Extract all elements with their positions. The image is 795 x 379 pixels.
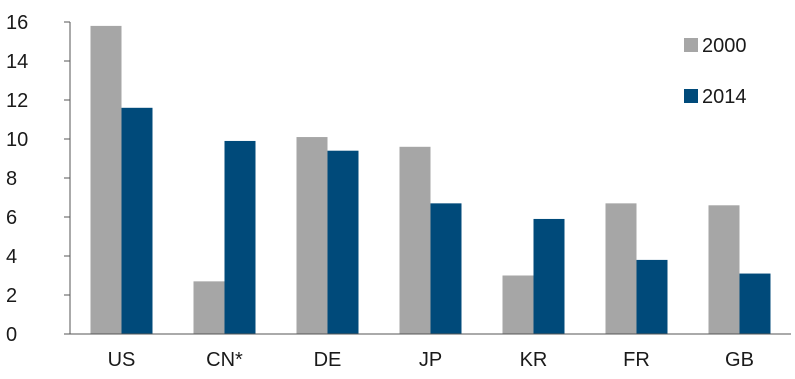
bar-2000-fr — [605, 203, 637, 334]
y-tick-label: 10 — [6, 129, 28, 151]
bar-2014-cn — [224, 140, 256, 334]
bar-2014-gb — [739, 273, 771, 334]
y-tick-label: 8 — [6, 168, 17, 190]
x-axis-labels: US CN* DE JP KR FR GB — [108, 349, 754, 371]
x-tick-label: JP — [419, 349, 442, 371]
y-tick-label: 4 — [6, 246, 17, 268]
x-tick-label: FR — [623, 349, 650, 371]
x-tick-label: GB — [725, 349, 754, 371]
y-tick-label: 6 — [6, 207, 17, 229]
x-tick-label: DE — [314, 349, 342, 371]
legend: 2000 2014 — [684, 35, 747, 108]
y-tick-label: 2 — [6, 285, 17, 307]
bar-2000-kr — [502, 275, 534, 334]
bar-2000-jp — [399, 146, 431, 334]
y-tick-label: 16 — [6, 12, 28, 34]
legend-swatch-2014 — [684, 89, 698, 103]
bar-2014-us — [121, 107, 153, 334]
y-tick-label: 14 — [6, 51, 28, 73]
bar-2000-de — [296, 137, 328, 334]
x-tick-label: CN* — [206, 349, 243, 371]
bar-2014-de — [327, 150, 359, 334]
y-axis-ticks: 0 2 4 6 8 10 12 14 16 — [6, 12, 70, 346]
x-tick-label: US — [108, 349, 136, 371]
bar-2014-fr — [636, 259, 668, 334]
bar-2000-gb — [708, 205, 740, 334]
x-tick-label: KR — [520, 349, 548, 371]
bar-2000-cn — [193, 281, 225, 334]
bars-layer — [90, 25, 771, 335]
y-tick-label: 12 — [6, 90, 28, 112]
bar-2000-us — [90, 25, 122, 335]
bar-2014-kr — [533, 218, 565, 334]
legend-swatch-2000 — [684, 38, 698, 52]
legend-label-2000: 2000 — [702, 35, 747, 57]
legend-label-2014: 2014 — [702, 86, 747, 108]
y-tick-label: 0 — [6, 324, 17, 346]
bar-2014-jp — [430, 203, 462, 334]
